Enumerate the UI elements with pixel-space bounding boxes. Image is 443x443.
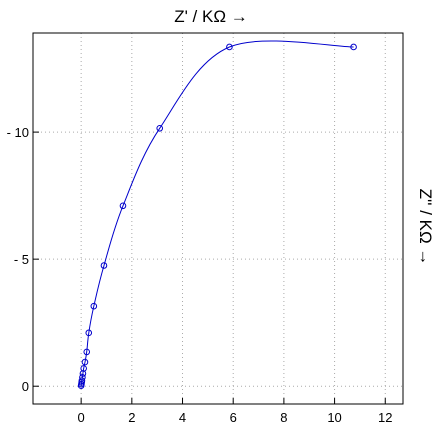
data-point (156, 124, 164, 132)
data-point (83, 348, 91, 356)
x-tick-label: 0 (78, 410, 85, 425)
grid-lines (33, 33, 403, 404)
y-tick-label: 0 (22, 379, 29, 394)
data-point (119, 202, 127, 210)
data-point (78, 377, 86, 384)
y-tick-label: - 10 (7, 125, 29, 140)
x-tick-label: 4 (179, 410, 186, 425)
data-points (77, 43, 357, 390)
y-tick-label: - 5 (14, 252, 29, 267)
x-axis-title: Z' / KΩ → (174, 7, 248, 26)
x-tick-label: 12 (378, 410, 392, 425)
y-axis-ticks: 0 - 5 - 10 (7, 125, 39, 394)
x-axis-ticks: 0 2 4 6 8 10 12 (78, 398, 392, 425)
data-point (226, 43, 233, 51)
x-tick-label: 6 (230, 410, 237, 425)
data-point (80, 365, 87, 372)
data-point (350, 43, 357, 51)
data-point (100, 262, 108, 269)
data-point (85, 329, 93, 337)
series-line (80, 40, 354, 386)
x-tick-label: 10 (327, 410, 341, 425)
data-point (79, 374, 86, 381)
x-tick-label: 2 (128, 410, 135, 425)
y-axis-title: Z'' / KΩ → (416, 189, 435, 266)
data-point (81, 358, 89, 366)
plot-frame (32, 32, 404, 405)
data-point (90, 302, 98, 310)
x-tick-label: 8 (280, 410, 287, 425)
